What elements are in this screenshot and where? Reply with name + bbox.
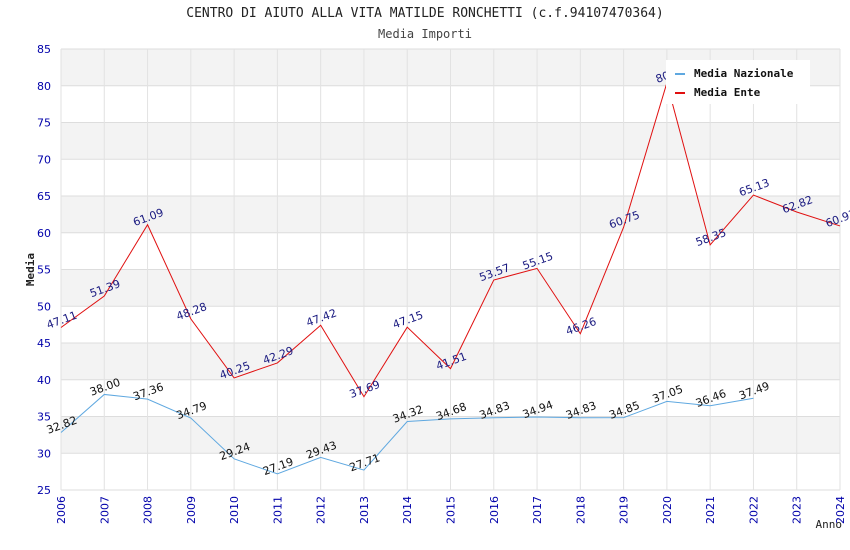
x-tick-label: 2008 xyxy=(142,496,155,524)
y-tick-label: 40 xyxy=(37,374,51,387)
x-tick-label: 2006 xyxy=(55,496,68,524)
y-tick-label: 80 xyxy=(37,80,51,93)
x-tick-label: 2010 xyxy=(228,496,241,524)
series-line xyxy=(60,393,754,475)
x-tick-label: 2012 xyxy=(315,496,328,524)
series-line xyxy=(60,80,841,398)
x-tick-label: 2023 xyxy=(791,496,804,524)
y-tick-label: 55 xyxy=(37,264,51,277)
chart-subtitle: Media Importi xyxy=(378,27,472,41)
x-tick-label: 2019 xyxy=(618,496,631,524)
legend-label: Media Nazionale xyxy=(694,67,794,80)
y-tick-label: 75 xyxy=(37,117,51,130)
y-tick-label: 35 xyxy=(37,411,51,424)
y-axis-label: Media xyxy=(24,253,37,286)
x-tick-label: 2017 xyxy=(531,496,544,524)
y-tick-label: 50 xyxy=(37,300,51,313)
y-tick-label: 45 xyxy=(37,337,51,350)
y-tick-label: 30 xyxy=(37,447,51,460)
legend-box xyxy=(666,60,810,104)
x-tick-label: 2020 xyxy=(661,496,674,524)
y-tick-label: 65 xyxy=(37,190,51,203)
y-tick-label: 60 xyxy=(37,227,51,240)
x-tick-label: 2024 xyxy=(834,496,847,524)
x-tick-label: 2013 xyxy=(358,496,371,524)
chart-title: CENTRO DI AIUTO ALLA VITA MATILDE RONCHE… xyxy=(186,6,664,21)
legend-label: Media Ente xyxy=(694,86,761,99)
x-tick-label: 2014 xyxy=(401,496,414,524)
x-tick-label: 2016 xyxy=(488,496,501,524)
x-tick-label: 2015 xyxy=(445,496,458,524)
y-tick-label: 70 xyxy=(37,153,51,166)
x-tick-label: 2011 xyxy=(271,496,284,524)
x-tick-label: 2009 xyxy=(185,496,198,524)
y-tick-label: 85 xyxy=(37,43,51,56)
x-tick-label: 2007 xyxy=(98,496,111,524)
x-axis-label: Anno xyxy=(816,518,843,531)
x-tick-label: 2018 xyxy=(574,496,587,524)
x-tick-label: 2022 xyxy=(747,496,760,524)
y-tick-label: 25 xyxy=(37,484,51,497)
x-tick-label: 2021 xyxy=(704,496,717,524)
